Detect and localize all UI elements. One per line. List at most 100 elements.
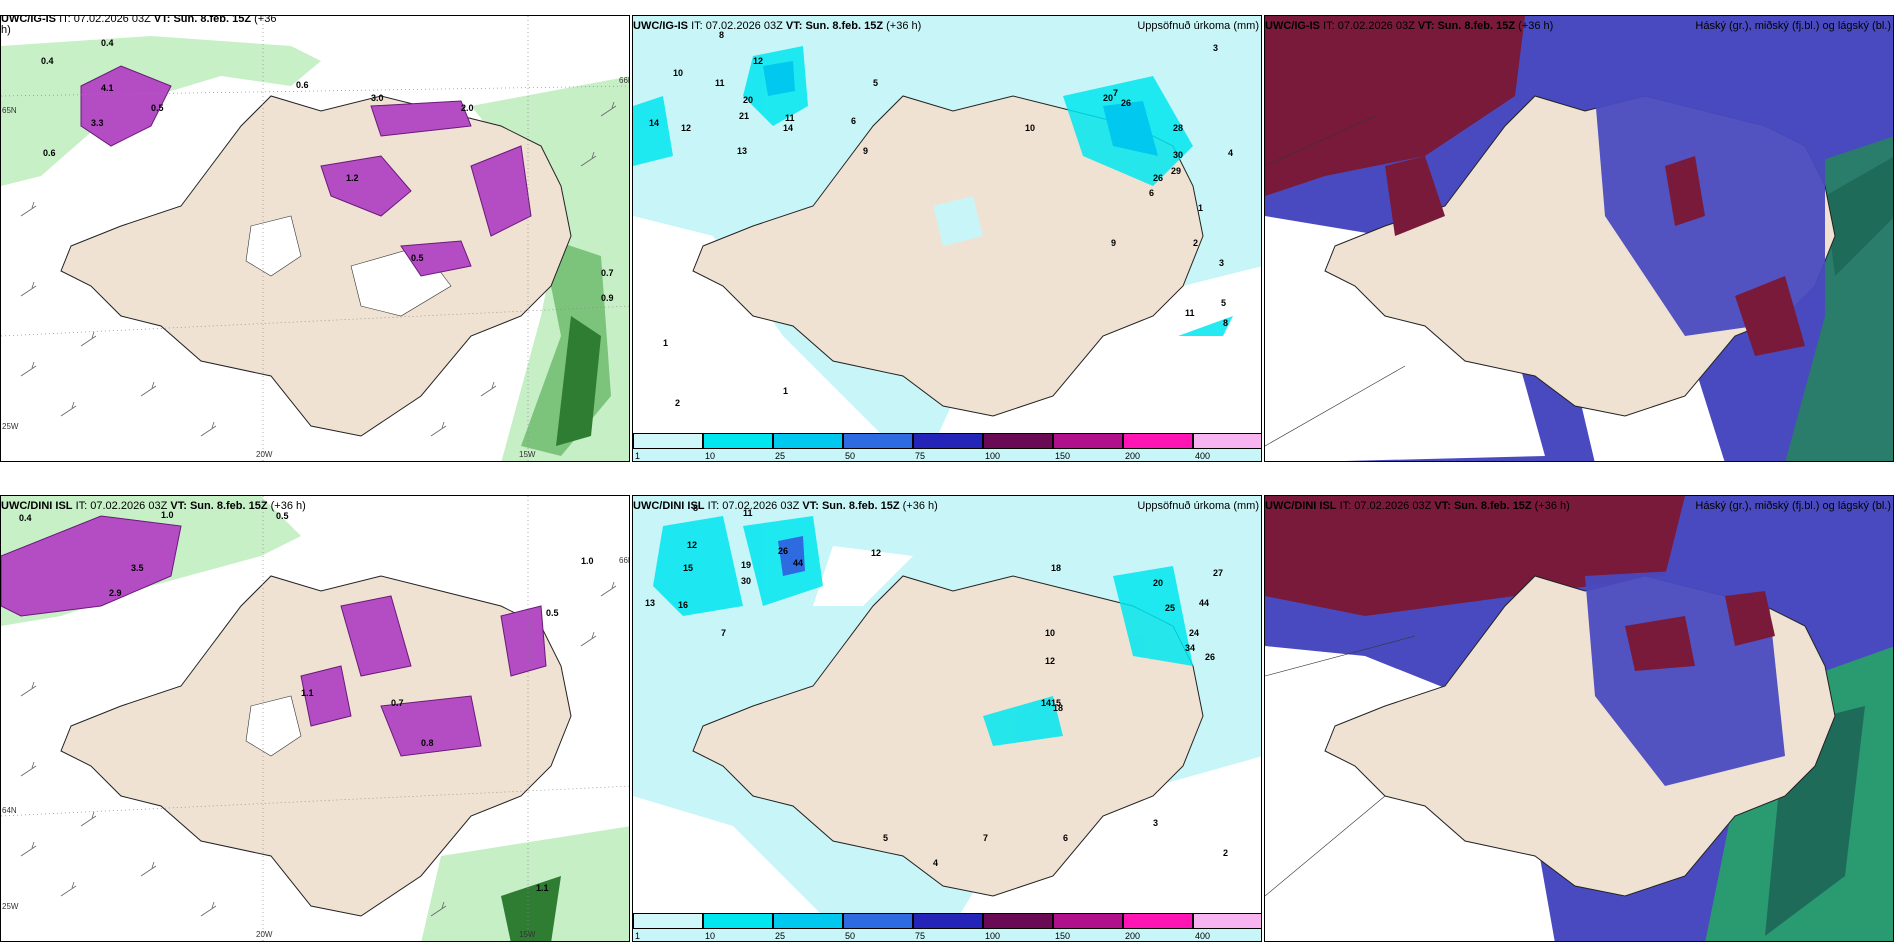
- precip-value: 12: [871, 548, 881, 558]
- icing-areas: [80, 65, 532, 277]
- it-label: IT:: [59, 15, 71, 25]
- precip-value: 26: [1205, 652, 1215, 662]
- precip-value: 12: [687, 540, 697, 550]
- model-name: UWC/IG-IS: [633, 20, 688, 32]
- legend-tick: 25: [775, 451, 786, 461]
- wind-label: 0.9: [601, 293, 614, 303]
- map-wind-dini: 0.4 1.0 0.5 3.5 2.9 1.0 1.1 0.5 0.7 0.8 …: [1, 496, 629, 941]
- wind-label: 0.5: [411, 253, 424, 263]
- panel-header: UWC/DINI ISL IT: 07.02.2026 03Z VT: Sun.…: [1, 500, 629, 512]
- precip-value: 5: [883, 833, 888, 843]
- precip-value: 2: [1223, 848, 1228, 858]
- panel-precip-dini: 8 11 12 15 13 16 19 30 26 44 7 12 18 20 27 44 25 24 34 26 14…: [632, 495, 1262, 942]
- model-name: UWC/DINI ISL: [1, 500, 73, 512]
- precip-value: 4: [933, 858, 938, 868]
- wind-label: 3.0: [371, 93, 384, 103]
- wind-label: 0.4: [19, 513, 32, 523]
- precip-value: 6: [851, 116, 856, 126]
- map-clouds-ig-is: [1265, 16, 1893, 461]
- precip-value: 30: [741, 576, 751, 586]
- precip-value: 2: [1193, 238, 1198, 248]
- legend-swatch: [1053, 433, 1123, 449]
- it-value: 07.02.2026 03Z: [90, 500, 168, 512]
- panel-wind-ig-is: 0.4 0.6 0.6 4.1 3.3 3.0 2.0 1.2 0.5 0.7 …: [0, 15, 630, 462]
- legend-tick: 50: [845, 451, 856, 461]
- vt-value: VT: Sun. 8.feb. 15Z: [785, 20, 884, 32]
- legend-swatch: [703, 913, 773, 929]
- wind-label: 1.1: [536, 883, 549, 893]
- precip-value: 21: [739, 111, 749, 121]
- it-label: IT:: [1323, 20, 1335, 32]
- precip-value: 7: [1113, 88, 1118, 98]
- wind-label: 0.5: [546, 608, 559, 618]
- it-value: 07.02.2026 03Z: [722, 500, 800, 512]
- legend-swatch: [1193, 433, 1261, 449]
- wind-label: 0.5: [151, 103, 164, 113]
- wind-label: 0.4: [41, 56, 54, 66]
- precip-value: 12: [681, 123, 691, 133]
- precip-value: 18: [1053, 703, 1063, 713]
- precip-value: 2: [675, 398, 680, 408]
- precip-value: 11: [785, 113, 795, 123]
- lead-time-cont: h): [1, 24, 11, 36]
- precip-value: 18: [1051, 563, 1061, 573]
- precip-value: 13: [737, 146, 747, 156]
- it-label: IT:: [75, 500, 88, 512]
- high-cloud-patches: [1385, 156, 1805, 356]
- precip-value: 20: [1103, 93, 1113, 103]
- precip-value: 27: [1213, 568, 1223, 578]
- precip-value: 10: [673, 68, 683, 78]
- precip-value: 5: [1221, 298, 1226, 308]
- legend-tick: 150: [1055, 931, 1071, 941]
- legend-tick: 1: [635, 451, 641, 461]
- lon-label: 25W: [2, 902, 19, 911]
- vt-value: VT: Sun. 8.feb. 15Z: [153, 15, 252, 25]
- precip-value: 9: [863, 146, 868, 156]
- it-label: IT:: [707, 500, 720, 512]
- precip-value: 34: [1185, 643, 1195, 653]
- precip-value: 11: [743, 508, 753, 518]
- lon-label: 25W: [2, 422, 19, 431]
- legend-swatch: [633, 433, 703, 449]
- precip-value: 5: [873, 78, 878, 88]
- precip-value: 1: [663, 338, 668, 348]
- panel-header: UWC/DINI ISL IT: 07.02.2026 03Z VT: Sun.…: [1265, 500, 1893, 512]
- precip-value: 28: [1173, 123, 1183, 133]
- panel-title: Uppsöfnuð úrkoma (mm): [1137, 20, 1259, 32]
- precip-value: 10: [1025, 123, 1035, 133]
- lead-time: (+36 h): [270, 500, 306, 512]
- lon-label: 20W: [256, 450, 273, 459]
- panel-title: Uppsöfnuð úrkoma (mm): [1137, 500, 1259, 512]
- wind-label: 1.1: [301, 688, 314, 698]
- vt-value: VT: Sun. 8.feb. 15Z: [170, 500, 268, 512]
- high-cloud-patches: [1625, 591, 1775, 671]
- precip-value: 26: [1153, 173, 1163, 183]
- it-label: IT:: [1339, 500, 1352, 512]
- legend-tick: 75: [915, 931, 926, 941]
- lat-label: 66N: [619, 76, 629, 85]
- lat-label: 64N: [2, 806, 17, 815]
- wind-label: 3.3: [91, 118, 104, 128]
- legend-swatch: [983, 433, 1053, 449]
- wind-label: 0.7: [601, 268, 614, 278]
- legend-swatch: [1123, 433, 1193, 449]
- precip-value: 11: [715, 78, 725, 88]
- precip-value: 9: [1111, 238, 1116, 248]
- precip-legend: 1 10 25 50 75 100 150 200 400: [633, 433, 1261, 461]
- precip-value: 13: [645, 598, 655, 608]
- wind-barbs: [20, 101, 617, 437]
- icing-areas: [1, 515, 547, 757]
- legend-swatch: [1193, 913, 1261, 929]
- vt-value: VT: Sun. 8.feb. 15Z: [802, 500, 900, 512]
- legend-tick: 75: [915, 451, 926, 461]
- wind-label: 3.5: [131, 563, 144, 573]
- legend-swatch: [703, 433, 773, 449]
- precip-value: 7: [721, 628, 726, 638]
- precip-value: 12: [1045, 656, 1055, 666]
- precip-value: 10: [1045, 628, 1055, 638]
- legend-swatch: [843, 433, 913, 449]
- legend-tick: 10: [705, 451, 716, 461]
- precip-value: 8: [693, 503, 698, 513]
- precip-value: 26: [778, 546, 788, 556]
